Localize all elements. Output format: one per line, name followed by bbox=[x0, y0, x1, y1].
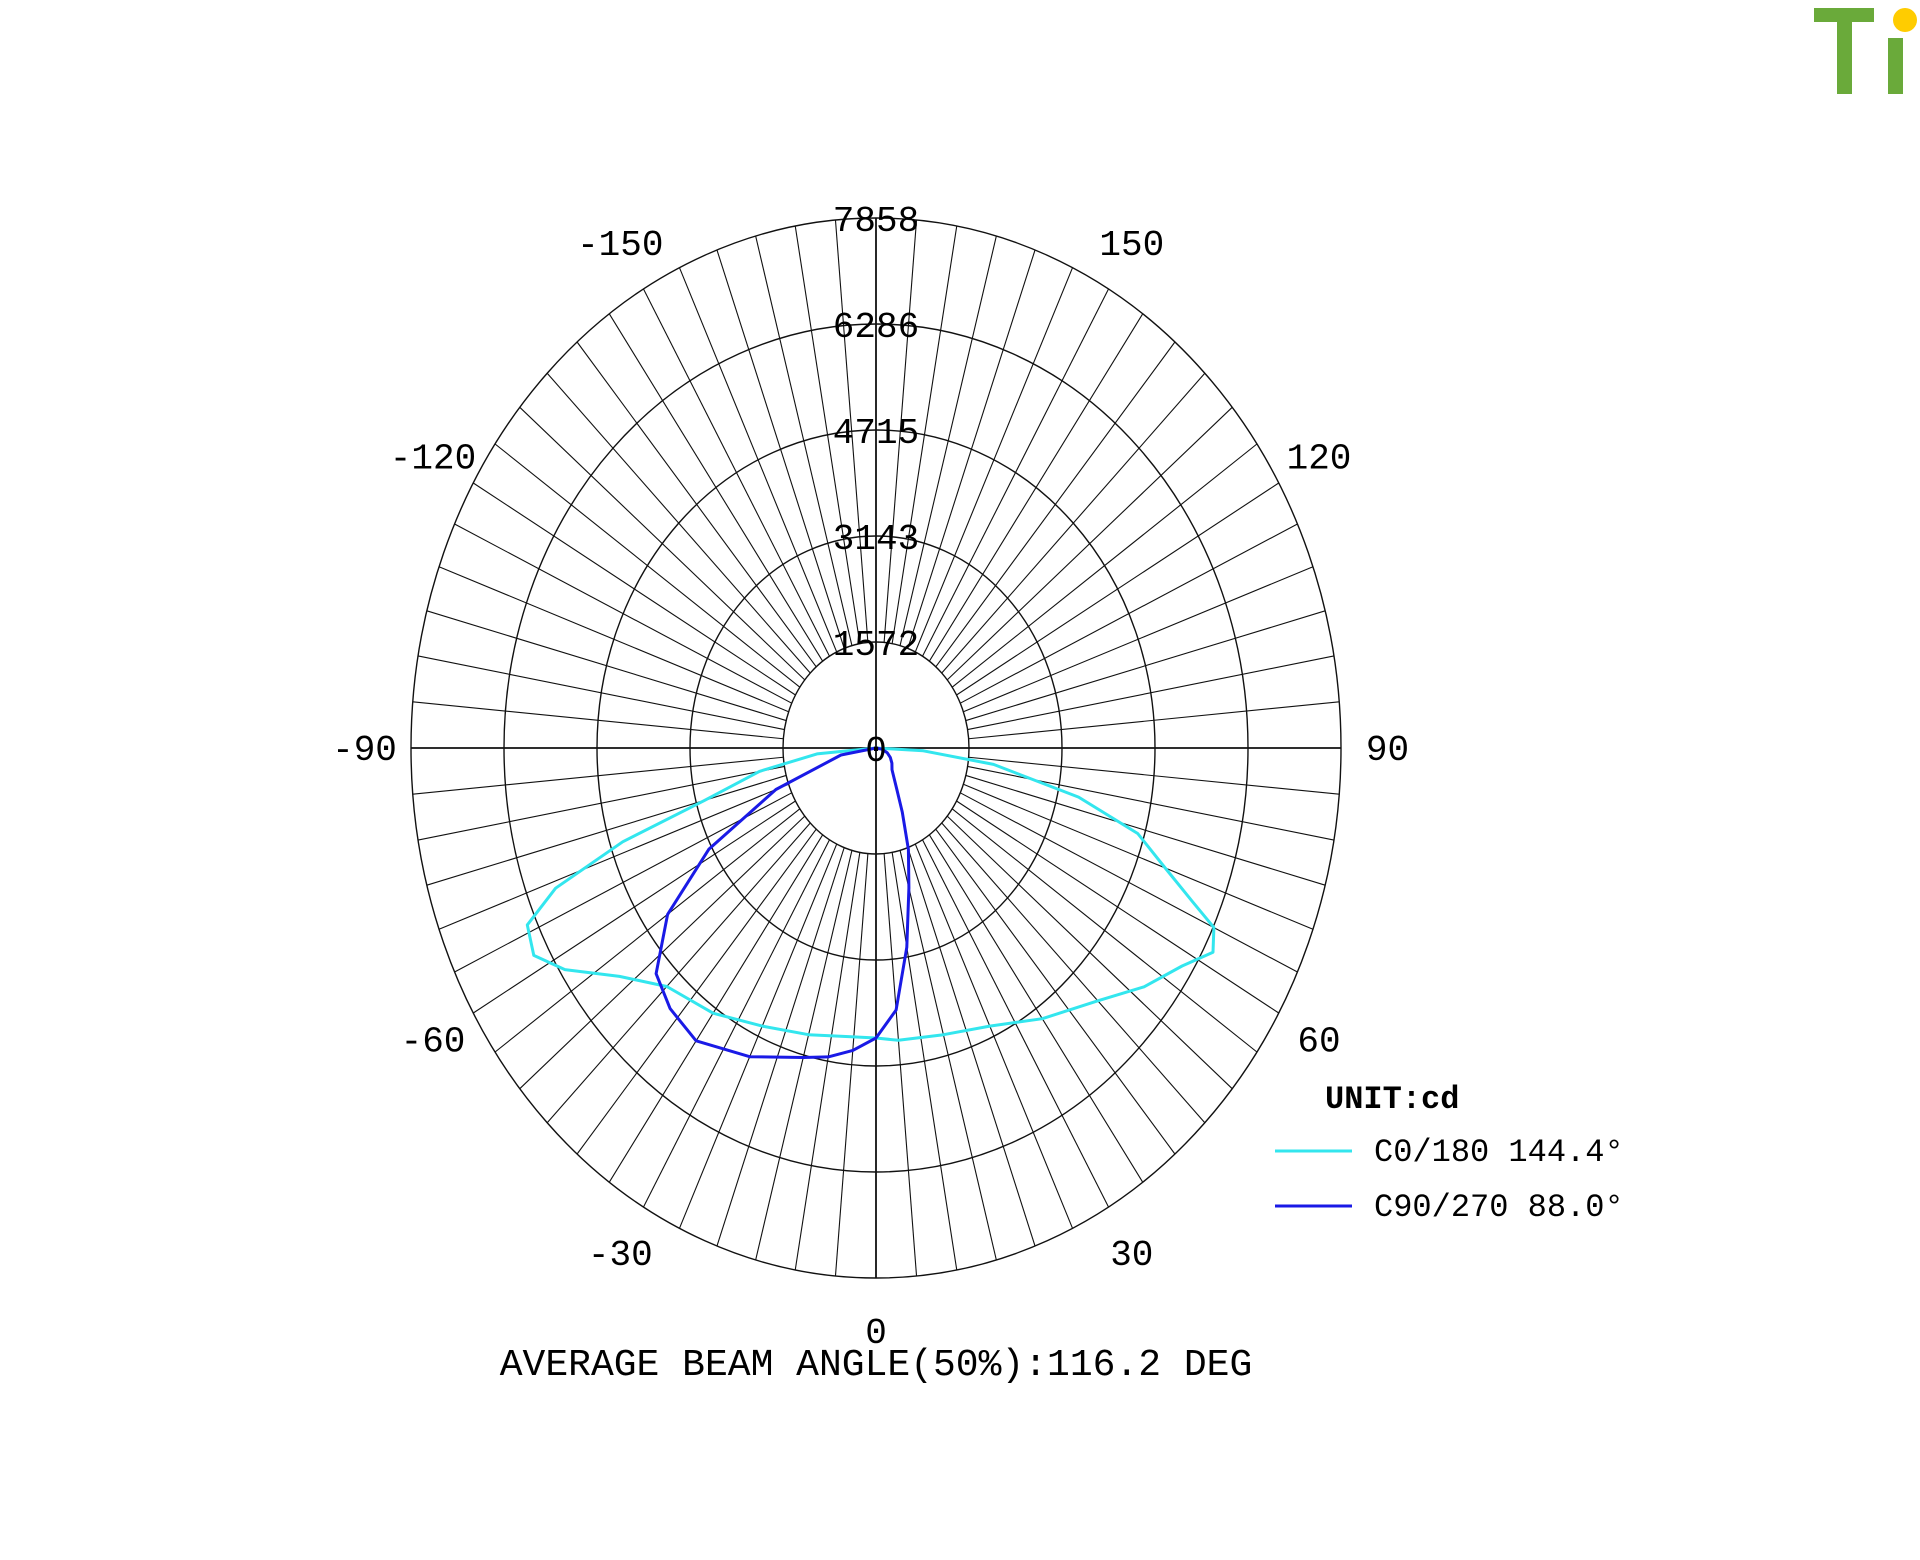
grid-spoke bbox=[412, 756, 784, 795]
grid-spoke bbox=[941, 372, 1206, 674]
grid-spoke bbox=[643, 288, 830, 657]
grid-spoke bbox=[519, 406, 806, 681]
grid-spoke bbox=[716, 847, 845, 1247]
grid-spoke bbox=[494, 443, 801, 688]
angle-label: 30 bbox=[1110, 1235, 1153, 1276]
grid-spoke bbox=[678, 843, 838, 1229]
grid-spoke bbox=[426, 774, 787, 886]
grid-spoke bbox=[965, 610, 1326, 722]
grid-spoke bbox=[956, 800, 1280, 1014]
grid-spoke bbox=[716, 249, 845, 649]
grid-spoke bbox=[941, 822, 1206, 1124]
grid-spoke bbox=[755, 235, 853, 646]
grid-spoke bbox=[951, 443, 1258, 688]
intensity-curves bbox=[525, 746, 1216, 1059]
angle-label: 60 bbox=[1297, 1022, 1340, 1063]
grid-spoke bbox=[928, 834, 1144, 1183]
grid-spoke bbox=[914, 267, 1074, 653]
ring-value-label: 3143 bbox=[833, 519, 919, 560]
grid-spoke bbox=[643, 839, 830, 1208]
grid-spoke bbox=[935, 828, 1176, 1155]
grid-spoke bbox=[519, 815, 806, 1090]
logo-letter-t-stem bbox=[1837, 8, 1852, 94]
grid-spoke bbox=[951, 808, 1258, 1053]
grid-spoke bbox=[946, 815, 1233, 1090]
grid-spoke bbox=[935, 341, 1176, 668]
grid-spoke bbox=[454, 792, 792, 973]
angle-label: 0 bbox=[865, 1313, 887, 1354]
grid-spoke bbox=[608, 313, 824, 662]
grid-spoke bbox=[963, 566, 1314, 713]
angle-label: 150 bbox=[1099, 225, 1164, 266]
grid-spoke bbox=[946, 406, 1233, 681]
grid-spoke bbox=[412, 701, 784, 740]
grid-spoke bbox=[834, 219, 869, 643]
grid-spoke bbox=[608, 834, 824, 1183]
grid-spoke bbox=[794, 852, 861, 1271]
grid-spoke bbox=[417, 655, 785, 731]
grid-spoke bbox=[899, 235, 997, 646]
grid-spoke bbox=[967, 655, 1335, 731]
ring-value-label: 1572 bbox=[833, 625, 919, 666]
grid-spoke bbox=[899, 850, 997, 1261]
grid-spoke bbox=[968, 756, 1340, 795]
ring-value-label: 0 bbox=[865, 731, 887, 772]
grid-spoke bbox=[755, 850, 853, 1261]
angle-label: -120 bbox=[390, 439, 476, 480]
angle-label: -60 bbox=[401, 1022, 466, 1063]
beam-angle-footer: AVERAGE BEAM ANGLE(50%):116.2 DEG bbox=[500, 1344, 1253, 1387]
grid-spoke bbox=[891, 852, 958, 1271]
grid-spoke bbox=[928, 313, 1144, 662]
series-line-c0-180 bbox=[525, 746, 1216, 1042]
ring-value-label: 6286 bbox=[833, 307, 919, 348]
grid-spoke bbox=[963, 783, 1314, 930]
angle-label: 90 bbox=[1366, 730, 1409, 771]
logo-letter-i-stem bbox=[1888, 38, 1903, 94]
series-line-c90-270 bbox=[654, 746, 911, 1059]
unit-label: UNIT:cd bbox=[1325, 1081, 1459, 1118]
grid-spoke bbox=[426, 610, 787, 722]
grid-spoke bbox=[546, 372, 811, 674]
angle-label: -30 bbox=[588, 1235, 653, 1276]
angle-label: -90 bbox=[332, 730, 397, 771]
grid-spoke bbox=[968, 701, 1340, 740]
grid-spoke bbox=[914, 843, 1074, 1229]
legend-label-c90-270: C90/270 88.0° bbox=[1374, 1189, 1624, 1226]
grid-spoke bbox=[956, 482, 1280, 696]
grid-spoke bbox=[576, 341, 817, 668]
grid-spoke bbox=[967, 765, 1335, 841]
grid-spoke bbox=[438, 566, 789, 713]
grid-spoke bbox=[794, 225, 861, 644]
logo-dot bbox=[1893, 8, 1917, 32]
chart-labels: 7858 6286 4715 3143 1572 0 0 30 -30 60 -60 90 -90 120… bbox=[332, 201, 1409, 1354]
grid-spoke bbox=[472, 800, 796, 1014]
grid-spoke bbox=[907, 249, 1036, 649]
grid-spoke bbox=[438, 783, 789, 930]
angle-label: -150 bbox=[577, 225, 663, 266]
grid-spoke bbox=[472, 482, 796, 696]
grid-spoke bbox=[546, 822, 811, 1124]
logo bbox=[1814, 8, 1917, 94]
grid-spoke bbox=[494, 808, 801, 1053]
grid-spoke bbox=[891, 225, 958, 644]
grid-spoke bbox=[678, 267, 838, 653]
grid-spoke bbox=[883, 853, 918, 1277]
ring-value-label: 7858 bbox=[833, 201, 919, 242]
grid-spoke bbox=[965, 774, 1326, 886]
legend: C0/180 144.4° C90/270 88.0° bbox=[1275, 1134, 1624, 1226]
grid-spoke bbox=[417, 765, 785, 841]
grid-spoke bbox=[834, 853, 869, 1277]
grid-spoke bbox=[883, 219, 918, 643]
grid-spoke bbox=[907, 847, 1036, 1247]
grid-spoke bbox=[922, 288, 1109, 657]
ring-value-label: 4715 bbox=[833, 413, 919, 454]
grid-spoke bbox=[960, 792, 1298, 973]
angle-label: 120 bbox=[1287, 439, 1352, 480]
grid-spoke bbox=[960, 523, 1298, 704]
grid-spoke bbox=[576, 828, 817, 1155]
grid-spoke bbox=[454, 523, 792, 704]
legend-label-c0-180: C0/180 144.4° bbox=[1374, 1134, 1624, 1171]
